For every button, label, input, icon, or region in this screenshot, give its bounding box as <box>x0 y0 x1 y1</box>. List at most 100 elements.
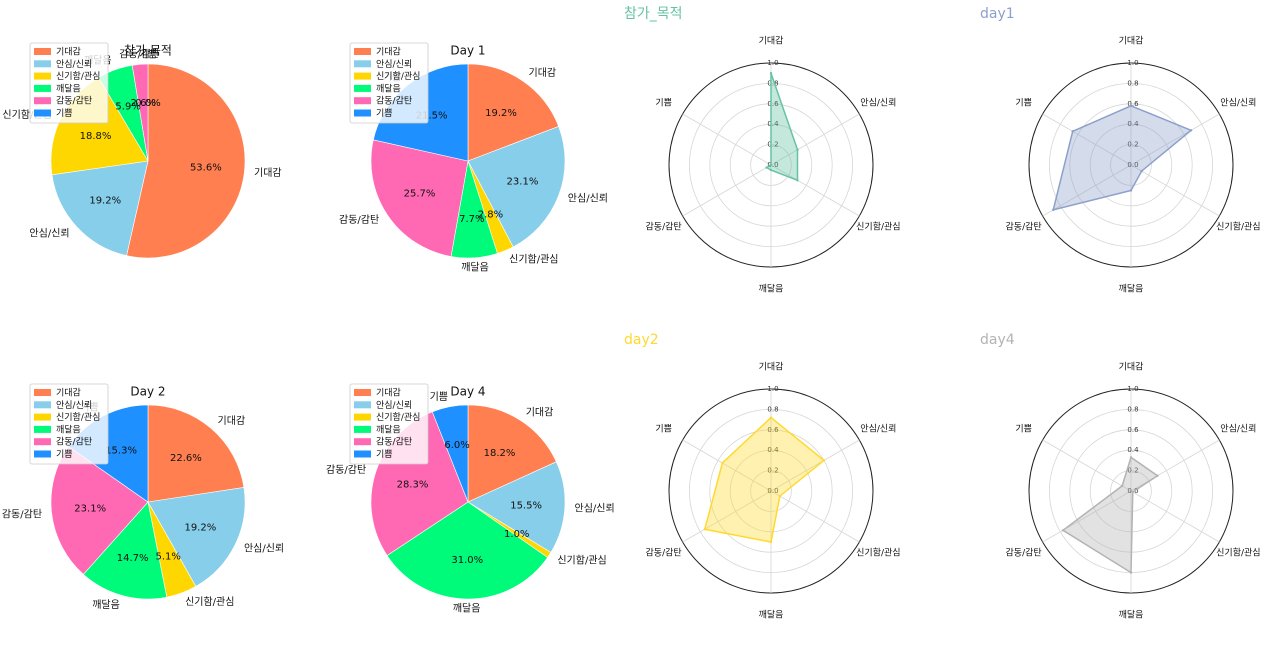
pie-percent-label: 5.9% <box>115 101 140 112</box>
legend-swatch <box>354 389 371 396</box>
radar-axis-label: 신기함/관심 <box>856 548 900 559</box>
radar-spoke <box>1130 439 1220 492</box>
radar-point <box>1140 169 1143 173</box>
radar-axis-label: 신기함/관심 <box>1216 548 1260 559</box>
pie-percent-label: 0.0% <box>135 98 160 109</box>
radar-tick-label: 0.6 <box>767 100 779 108</box>
legend-label: 깨달음 <box>56 423 81 435</box>
pie-slice <box>370 139 469 257</box>
pie-category-label: 감동/감탄 <box>339 214 379 226</box>
radar-spoke <box>1130 490 1220 543</box>
radar-tick-label: 0.8 <box>1127 79 1138 87</box>
radar-tick-label: 0.8 <box>767 405 778 413</box>
radar-tick-label: 0.2 <box>767 467 778 475</box>
pie-chart: Day 4 18.2% 기대감 15.5% 안심/신뢰 1.0% 신기함/관심 31.0% 깨달… <box>326 383 615 615</box>
legend-swatch <box>354 450 371 458</box>
legend-label: 신기함/관심 <box>56 412 100 423</box>
legend-swatch <box>354 413 371 421</box>
radar-series-area <box>703 416 826 543</box>
pie-percent-label: 5.1% <box>156 552 181 563</box>
pie-slice <box>431 404 469 503</box>
radar-point <box>822 459 826 462</box>
radar-axis-label: 기쁨 <box>1015 424 1032 435</box>
radar-point <box>769 163 773 167</box>
pie-slice <box>386 501 548 600</box>
legend-swatch <box>354 438 371 446</box>
legend-label: 감동/감탄 <box>56 95 92 107</box>
legend-swatch <box>34 401 51 409</box>
pie-category-label: 신기함/관심 <box>557 554 606 566</box>
radar-point <box>769 72 773 75</box>
radar-axis-label: 신기함/관심 <box>1216 222 1260 233</box>
radar-axis-label: 안심/신뢰 <box>1220 98 1256 109</box>
pie-category-label: 감동/감탄 <box>326 464 366 476</box>
legend-label: 기대감 <box>56 46 81 58</box>
radar-point <box>769 540 773 544</box>
legend-label: 기쁨 <box>56 449 73 460</box>
radar-spoke <box>1042 113 1132 166</box>
radar-axis-label: 감동/감탄 <box>1006 221 1042 233</box>
legend-label: 깨달음 <box>376 82 401 94</box>
radar-point <box>769 168 773 172</box>
pie-percent-label: 53.6% <box>190 162 222 173</box>
radar-point <box>1189 129 1193 132</box>
radar-tick-label: 0.8 <box>767 79 778 87</box>
radar-axis-label: 감동/감탄 <box>646 547 682 559</box>
pie-category-label: 신기함/관심 <box>509 253 558 265</box>
pie-category-label: 감동/감탄 <box>2 508 42 520</box>
pie-category-label: 안심/신뢰 <box>29 227 69 239</box>
pie-category-label: 기대감 <box>254 167 282 179</box>
pie-percent-label: 15.3% <box>105 445 137 456</box>
legend-swatch <box>354 97 371 105</box>
pie-category-label: 깨달음 <box>453 603 481 615</box>
radar-point <box>1129 571 1133 574</box>
legend-label: 신기함/관심 <box>56 71 100 82</box>
pie-title: Day 2 <box>130 385 165 399</box>
pie-chart: 참가 목적 53.6% 기대감 19.2% 안심/신뢰 18.8% 신기함/관심 5.9% 깨달… <box>2 42 282 259</box>
legend-label: 감동/감탄 <box>376 95 412 107</box>
radar-axis-label: 안심/신뢰 <box>1220 424 1256 435</box>
legend-label: 감동/감탄 <box>376 436 412 448</box>
radar-spoke <box>1042 439 1132 492</box>
legend-swatch <box>34 72 51 80</box>
pie-category-label: 신기함/관심 <box>185 596 234 608</box>
radar-title: day1 <box>980 6 1015 22</box>
radar-tick-label: 0.4 <box>767 120 779 128</box>
pie-slice <box>126 63 246 259</box>
pie-slice <box>467 461 566 553</box>
radar-tick-label: 0.6 <box>767 426 779 434</box>
pie-percent-label: 23.1% <box>74 504 106 515</box>
radar-tick-label: 0.2 <box>1127 467 1138 475</box>
radar-point <box>796 179 799 182</box>
radar-spoke <box>770 490 860 543</box>
legend-swatch <box>34 450 51 458</box>
radar-point <box>1156 474 1159 477</box>
pie-category-label: 안심/신뢰 <box>244 543 284 555</box>
radar-axis-label: 깨달음 <box>759 609 784 621</box>
pie-percent-label: 31.0% <box>451 555 483 566</box>
legend-swatch <box>34 84 51 92</box>
radar-point <box>1131 490 1134 494</box>
legend-swatch <box>354 401 371 409</box>
pie-slice <box>467 404 557 503</box>
radar-point <box>1120 484 1124 488</box>
pie-chart: Day 1 19.2% 기대감 23.1% 안심/신뢰 2.8% 신기함/관심 7.7% 깨달음… <box>339 42 608 273</box>
legend-label: 기쁨 <box>376 449 393 460</box>
legend-swatch <box>34 48 51 55</box>
radar-point <box>769 416 773 419</box>
legend-swatch <box>354 48 371 55</box>
radar-axis-label: 감동/감탄 <box>1006 547 1042 559</box>
radar-spoke <box>682 113 772 166</box>
radar-spoke <box>1130 164 1220 217</box>
legend-label: 신기함/관심 <box>376 71 420 82</box>
radar-point <box>778 494 782 498</box>
pie-percent-label: 19.2% <box>89 195 121 206</box>
legend-swatch <box>34 425 51 433</box>
legend-label: 신기함/관심 <box>376 412 420 423</box>
pie-percent-label: 19.2% <box>485 108 517 119</box>
radar-point <box>1071 130 1074 133</box>
legend-swatch <box>354 84 371 92</box>
